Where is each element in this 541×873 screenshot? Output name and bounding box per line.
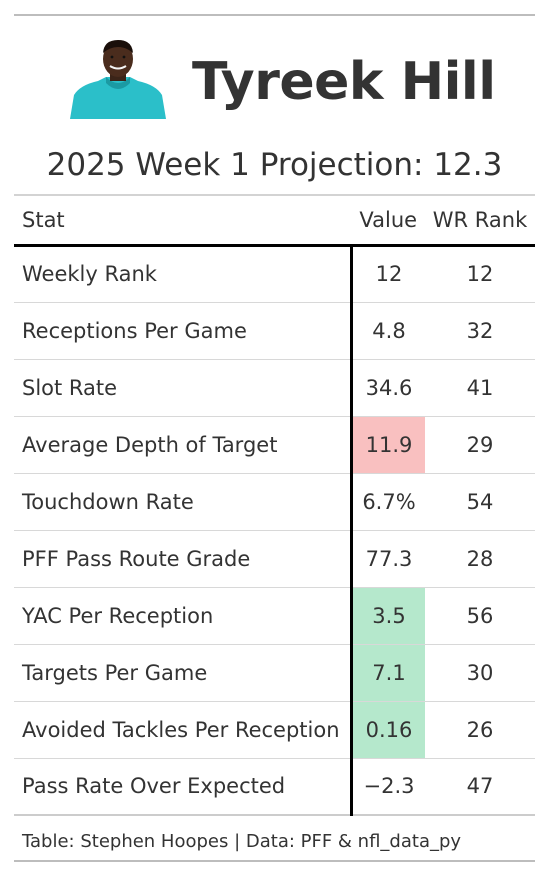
wr-rank: 30 [466,660,494,685]
stat-label: Slot Rate [22,375,118,400]
wr-rank: 54 [466,489,494,514]
table-row: Targets Per Game 7.1 30 [14,644,535,701]
table-row: YAC Per Reception 3.5 56 [14,587,535,644]
stat-value: 77.3 [350,530,425,587]
column-header-stat: Stat [22,207,65,232]
wr-rank: 32 [466,318,494,343]
wr-rank: 41 [466,375,494,400]
table-row: Touchdown Rate 6.7% 54 [14,473,535,530]
stat-value: 6.7% [350,473,425,530]
stat-label: Receptions Per Game [22,318,247,343]
stat-label: YAC Per Reception [22,603,214,628]
top-rule [14,14,535,16]
source-credit: Table: Stephen Hoopes | Data: PFF & nfl_… [22,831,462,852]
wr-rank: 29 [466,432,494,457]
stat-label: Avoided Tackles Per Reception [22,717,340,742]
stat-value: −2.3 [350,758,425,815]
wr-rank: 26 [466,717,494,742]
bottom-rule [14,860,535,862]
table-row: Pass Rate Over Expected −2.3 47 [14,758,535,815]
stat-label: Weekly Rank [22,262,157,286]
card-header: Tyreek Hill 2025 Week 1 Projection: 12.3 [14,16,535,181]
stat-value: 4.8 [350,302,425,359]
table-row: Receptions Per Game 4.8 32 [14,302,535,359]
player-headshot [70,40,166,119]
projection-subtitle: 2025 Week 1 Projection: 12.3 [46,147,503,183]
stat-value: 7.1 [350,644,425,701]
column-header-rank: WR Rank [432,207,528,232]
table-row: Weekly Rank 12 12 [14,245,535,302]
table-row: Average Depth of Target 11.9 29 [14,416,535,473]
table-row: Slot Rate 34.6 41 [14,359,535,416]
stat-label: PFF Pass Route Grade [22,546,251,571]
stat-label: Touchdown Rate [22,489,194,514]
stat-value: 11.9 [350,416,425,473]
table-header-row: Stat Value WR Rank [14,195,535,245]
wr-rank: 28 [466,546,494,571]
wr-rank: 12 [466,262,494,286]
stat-value: 12 [350,245,425,302]
table-row: PFF Pass Route Grade 77.3 28 [14,530,535,587]
wr-rank: 47 [466,774,494,799]
stat-value: 0.16 [350,701,425,758]
stat-label: Targets Per Game [22,660,208,685]
stat-label: Average Depth of Target [22,432,278,457]
stat-card: Tyreek Hill 2025 Week 1 Projection: 12.3… [14,14,535,862]
stat-value: 34.6 [350,359,425,416]
stats-table: Stat Value WR Rank Weekly Rank 12 12 Rec… [14,194,535,816]
column-header-value: Value [359,207,418,232]
wr-rank: 56 [466,603,494,628]
player-name: Tyreek Hill [192,52,496,112]
table-row: Avoided Tackles Per Reception 0.16 26 [14,701,535,758]
stat-label: Pass Rate Over Expected [22,774,286,799]
stat-value: 3.5 [350,587,425,644]
